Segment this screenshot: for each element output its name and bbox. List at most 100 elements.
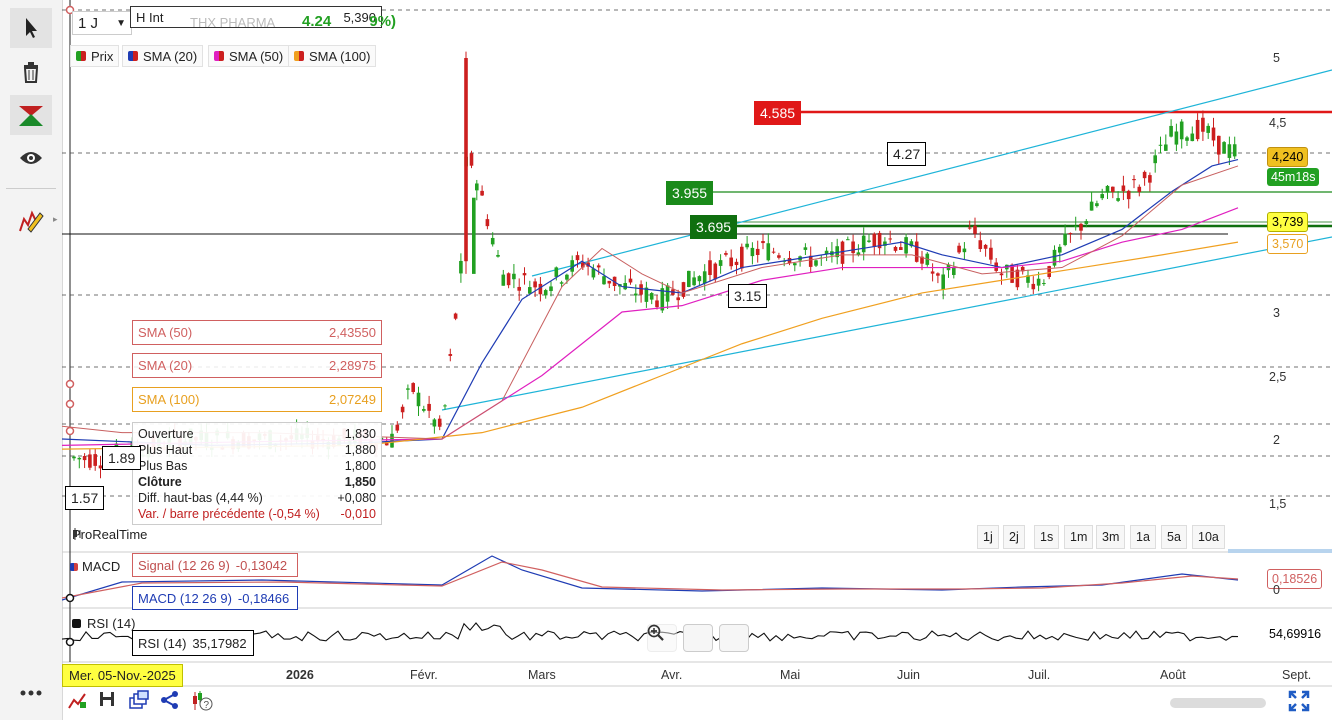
candle-body: [1026, 275, 1030, 283]
expand-arrow-icon[interactable]: ▸: [53, 214, 58, 224]
candle-body: [506, 273, 511, 286]
period-selector[interactable]: 1 J ▼: [72, 11, 132, 35]
candle-body: [888, 238, 892, 240]
candle-body: [1052, 249, 1057, 266]
candle-body: [793, 263, 797, 266]
horizontal-scrollbar[interactable]: [1170, 698, 1266, 708]
candle-body: [549, 286, 553, 292]
level-green1-label[interactable]: 3.955: [666, 181, 714, 205]
period-button-1m[interactable]: 1m: [1064, 525, 1094, 549]
candle-body: [480, 190, 484, 196]
trash-icon[interactable]: [10, 52, 52, 92]
change-pct: 9%): [369, 13, 397, 30]
drawing-tool-icon[interactable]: [10, 95, 52, 135]
candle-body: [1042, 283, 1046, 285]
cursor-dot: [65, 5, 75, 15]
candle-body: [1089, 201, 1094, 211]
macd-title: MACD: [70, 559, 120, 574]
rsi-label: RSI (14): [138, 635, 187, 651]
legend-item[interactable]: SMA (50): [208, 45, 290, 67]
zoom-out-button[interactable]: [647, 624, 713, 652]
more-icon[interactable]: [10, 673, 52, 713]
candle-body: [98, 465, 103, 469]
rsi-title-text: RSI (14): [87, 616, 136, 631]
candle-body: [1185, 137, 1189, 141]
candle-body: [427, 403, 431, 411]
period-label: 1 J: [78, 14, 99, 32]
candle-body: [501, 274, 506, 286]
level-white2-label[interactable]: 3.15: [728, 284, 768, 308]
candle-body: [787, 257, 792, 264]
candle-body: [570, 260, 574, 272]
help-icon[interactable]: ?: [190, 690, 216, 716]
candle-body: [1132, 179, 1136, 181]
zoom-in-button[interactable]: [647, 624, 749, 652]
level-white1-label[interactable]: 4.27: [887, 142, 927, 166]
fullscreen-icon[interactable]: [1288, 690, 1314, 716]
candle-body: [400, 406, 405, 413]
price-axis-label: 5: [1273, 51, 1280, 65]
candle-body: [1190, 133, 1195, 142]
price-change-value: 4.24: [302, 13, 332, 30]
zoom-controls: [647, 624, 749, 652]
candle-body: [1095, 203, 1099, 207]
candle-body: [989, 247, 993, 260]
candle-body: [1068, 233, 1073, 235]
period-button-1j[interactable]: 1j: [977, 525, 999, 549]
period-button-1s[interactable]: 1s: [1034, 525, 1060, 549]
period-button-10a[interactable]: 10a: [1192, 525, 1225, 549]
svg-text:?: ?: [204, 700, 210, 711]
macd-signal-value: -0,13042: [235, 557, 288, 573]
candle-body: [517, 286, 521, 291]
eye-icon[interactable]: [10, 138, 52, 178]
candle-body: [856, 252, 861, 256]
macd-value-tag: 0,18526: [1267, 569, 1323, 589]
candle-body: [867, 240, 871, 242]
period-button-2j[interactable]: 2j: [1003, 525, 1025, 549]
level-left2-label[interactable]: 1.57: [65, 486, 105, 510]
sma-box-label: SMA (20): [138, 358, 193, 373]
pencil-icon[interactable]: [10, 200, 52, 240]
channel-lower-line: [441, 236, 1332, 411]
sma-value-box: SMA (20) 2,28975: [132, 353, 382, 378]
rsi-right-value: 54,69916: [1269, 627, 1322, 641]
layers-icon[interactable]: [128, 690, 154, 716]
candle-body: [1137, 186, 1142, 193]
open-label: Ouverture: [138, 427, 194, 441]
candle-body: [771, 251, 776, 253]
candle-body: [1222, 142, 1226, 154]
save-icon[interactable]: [98, 690, 124, 716]
instrument-name: THX PHARMA: [190, 15, 276, 30]
candle-body: [655, 300, 659, 308]
legend-item[interactable]: SMA (20): [122, 45, 204, 67]
candle-body: [936, 273, 940, 276]
candle-body: [681, 282, 686, 297]
candle-body: [1195, 119, 1200, 140]
period-button-3m[interactable]: 3m: [1096, 525, 1126, 549]
last-price-tag: 4,240: [1267, 147, 1309, 167]
cursor-dot: [65, 379, 75, 389]
candle-body: [713, 263, 718, 280]
candle-body: [406, 388, 410, 390]
legend-item[interactable]: Prix: [70, 45, 120, 67]
level-red-label[interactable]: 4.585: [754, 101, 802, 125]
pointer-icon[interactable]: [10, 8, 52, 48]
candle-body: [623, 283, 627, 290]
link-icon[interactable]: [66, 690, 92, 716]
channel-upper-line: [531, 69, 1332, 277]
share-icon[interactable]: [160, 690, 186, 716]
scroll-indicator: [1228, 549, 1332, 553]
candle-body: [390, 433, 394, 448]
price-axis-label: 1,5: [1269, 497, 1287, 511]
legend-item[interactable]: SMA (100): [288, 45, 377, 67]
candle-body: [469, 153, 474, 166]
date-axis-label: Févr.: [410, 668, 438, 682]
high-value: 1,880: [344, 443, 376, 457]
level-left1-label[interactable]: 1.89: [102, 446, 142, 470]
candle-icon: [73, 528, 81, 540]
period-button-5a[interactable]: 5a: [1161, 525, 1187, 549]
period-button-1a[interactable]: 1a: [1130, 525, 1156, 549]
price-chart-svg[interactable]: [62, 0, 1332, 720]
level-green2-label[interactable]: 3.695: [690, 215, 738, 239]
chart-area[interactable]: 1 J ▼ H Int 5,390 THX PHARMA 4.24 9%) Pr…: [62, 0, 1332, 720]
